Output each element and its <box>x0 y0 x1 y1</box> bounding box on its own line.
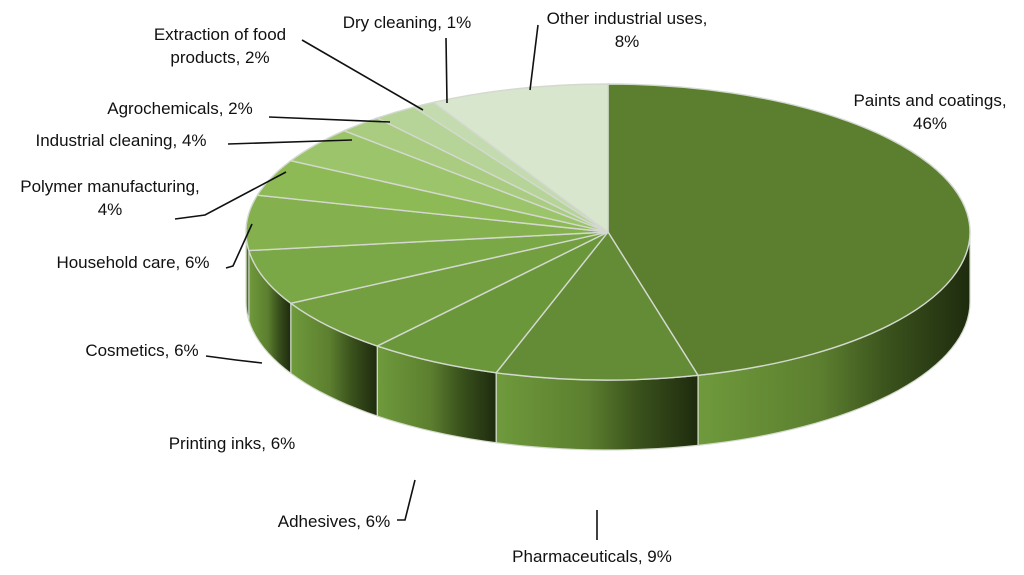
label-extraction-of-food-products: Extraction of food products, 2% <box>154 25 286 67</box>
label-household-care: Household care, 6% <box>56 253 209 272</box>
label-industrial-cleaning: Industrial cleaning, 4% <box>35 131 206 150</box>
slice-cosmetics <box>248 231 609 304</box>
label-dry-cleaning: Dry cleaning, 1% <box>343 13 472 32</box>
pie-slices <box>245 83 971 381</box>
slice-adhesives <box>376 231 609 374</box>
label-pharmaceuticals: Pharmaceuticals, 9% <box>512 547 672 566</box>
slice-other-industrial-uses <box>432 83 609 233</box>
side-wall-pharmaceuticals <box>495 372 699 451</box>
leader-line-other-industrial-uses <box>529 24 539 91</box>
label-paints-and-coatings: Paints and coatings, 46% <box>853 91 1006 133</box>
leader-line-polymer-manufacturing <box>174 171 287 220</box>
slice-paints-and-coatings <box>607 83 971 377</box>
leader-line-household-care <box>225 223 253 269</box>
leader-line-industrial-cleaning <box>227 139 353 145</box>
leader-line-adhesives <box>397 479 416 521</box>
label-cosmetics: Cosmetics, 6% <box>85 341 198 360</box>
slice-pharmaceuticals <box>495 231 699 381</box>
label-other-industrial-uses: Other industrial uses, 8% <box>547 9 708 51</box>
leader-line-cosmetics <box>205 355 263 364</box>
label-agrochemicals: Agrochemicals, 2% <box>107 99 253 118</box>
leader-line-agrochemicals <box>268 116 391 123</box>
leader-lines <box>174 24 598 540</box>
leader-line-extraction-of-food-products <box>301 39 424 111</box>
slice-household-care <box>245 194 609 252</box>
label-adhesives: Adhesives, 6% <box>278 512 390 531</box>
leader-line-dry-cleaning <box>445 37 448 104</box>
label-polymer-manufacturing: Polymer manufacturing, 4% <box>20 177 200 219</box>
slice-printing-inks <box>290 231 609 347</box>
slice-labels: Paints and coatings, 46% Pharmaceuticals, … <box>20 9 1006 566</box>
label-printing-inks: Printing inks, 6% <box>169 434 296 453</box>
